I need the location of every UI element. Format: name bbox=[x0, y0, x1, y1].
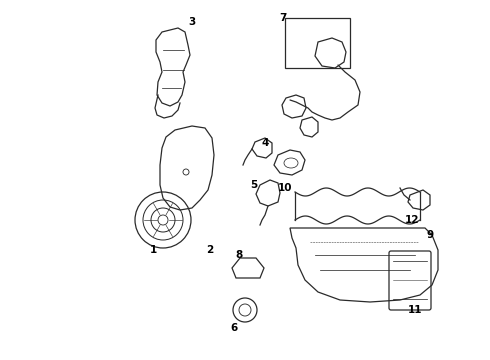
Text: 12: 12 bbox=[405, 215, 419, 225]
Bar bbox=[285, 18, 350, 68]
Text: 7: 7 bbox=[279, 13, 287, 23]
Text: 6: 6 bbox=[230, 323, 238, 333]
Text: 8: 8 bbox=[235, 250, 243, 260]
Text: 4: 4 bbox=[261, 138, 269, 148]
Text: 11: 11 bbox=[408, 305, 422, 315]
Text: 3: 3 bbox=[188, 17, 196, 27]
Text: 2: 2 bbox=[206, 245, 214, 255]
Text: 5: 5 bbox=[250, 180, 258, 190]
Text: 1: 1 bbox=[149, 245, 157, 255]
Text: 9: 9 bbox=[426, 230, 434, 240]
Text: 10: 10 bbox=[278, 183, 292, 193]
